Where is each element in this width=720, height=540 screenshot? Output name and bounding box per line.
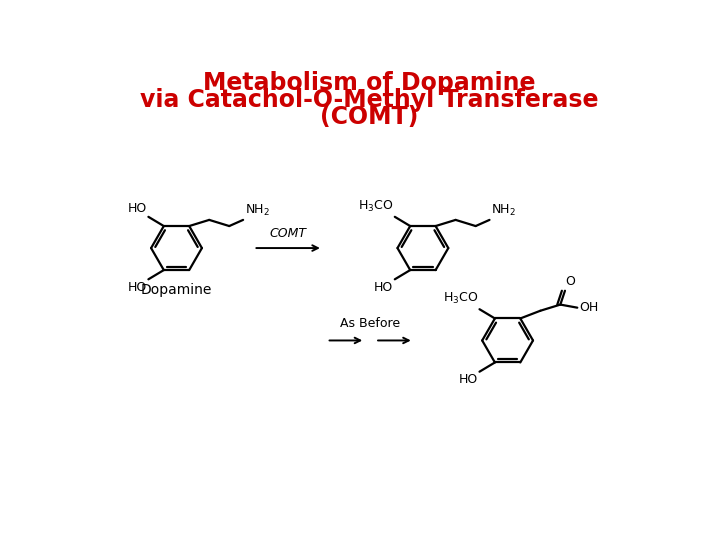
Text: HO: HO (459, 373, 478, 386)
Text: H$_3$CO: H$_3$CO (358, 199, 393, 214)
Text: HO: HO (127, 202, 147, 215)
Text: NH$_2$: NH$_2$ (491, 203, 516, 218)
Text: HO: HO (127, 281, 147, 294)
Text: Dopamine: Dopamine (141, 284, 212, 298)
Text: As Before: As Before (341, 316, 400, 330)
Text: H$_3$CO: H$_3$CO (443, 291, 478, 306)
Text: HO: HO (374, 281, 393, 294)
Text: COMT: COMT (270, 227, 307, 240)
Text: NH$_2$: NH$_2$ (245, 203, 269, 218)
Text: Metabolism of Dopamine: Metabolism of Dopamine (203, 71, 535, 95)
Text: OH: OH (579, 301, 598, 314)
Text: via Catachol-O-Methyl Transferase: via Catachol-O-Methyl Transferase (140, 88, 598, 112)
Text: (COMT): (COMT) (320, 105, 418, 129)
Text: O: O (566, 275, 575, 288)
